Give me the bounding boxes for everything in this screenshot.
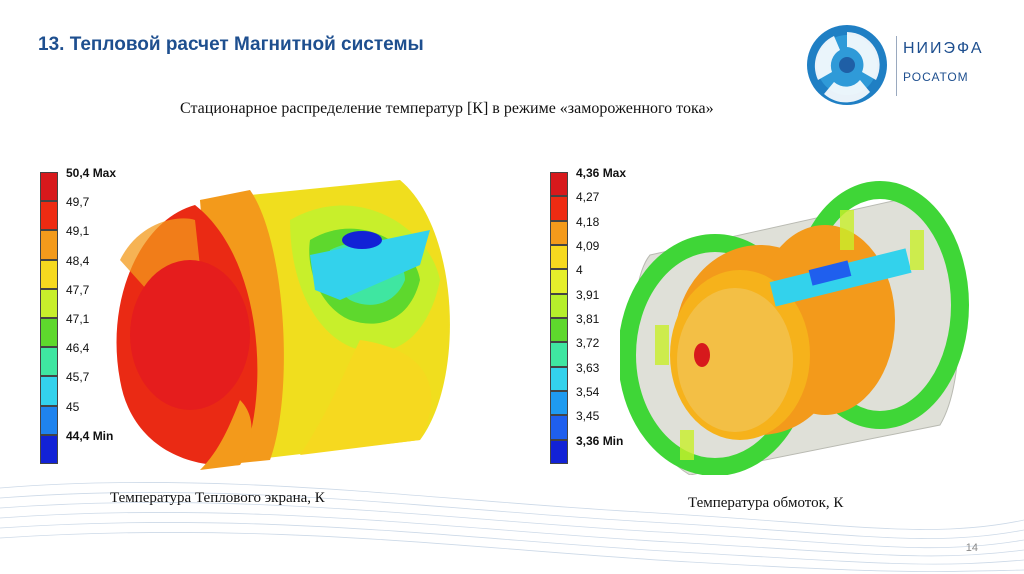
legend-label: 45 xyxy=(66,399,80,414)
legend-label: 3,63 xyxy=(576,360,600,375)
legend-label: 44,4 Min xyxy=(66,428,114,443)
legend-label: 4 xyxy=(576,263,583,278)
subtitle: Стационарное распределение температур [К… xyxy=(180,100,714,117)
legend-swatch xyxy=(40,230,58,260)
legend-label: 3,81 xyxy=(576,312,600,326)
legend-label: 3,45 xyxy=(576,409,600,424)
logo-divider xyxy=(896,36,897,96)
legend-heat-shield: 50,4 Max 49,7 49,1 48,4 47,7 47,1 46,4 45,7 45 44… xyxy=(40,166,160,472)
legend-swatch xyxy=(550,318,568,343)
legend-swatch xyxy=(550,415,568,440)
legend-swatch xyxy=(40,172,58,202)
caption-windings: Температура обмоток, К xyxy=(688,495,844,511)
legend-windings: 4,36 Max 4,27 4,18 4,09 4 3,91 3,81 3,72 3,63 3,5… xyxy=(550,166,670,472)
legend-swatch xyxy=(550,196,568,221)
legend-swatch xyxy=(40,405,58,435)
legend-swatch xyxy=(40,288,58,318)
legend-swatch xyxy=(550,342,568,367)
legend-swatch xyxy=(550,245,568,270)
windings-model-image xyxy=(620,181,969,475)
legend-swatch xyxy=(550,293,568,318)
legend-swatch xyxy=(550,439,568,464)
heat-shield-model-image xyxy=(116,180,450,470)
caption-heat-shield: Температура Теплового экрана, К xyxy=(110,490,325,506)
legend-swatch xyxy=(550,366,568,391)
legend-label: 47,1 xyxy=(66,312,90,326)
legend-label: 45,7 xyxy=(66,370,90,385)
legend-label: 49,7 xyxy=(66,195,90,210)
rosatom-logo-icon xyxy=(807,25,887,105)
logo-org-name: НИИЭФА xyxy=(903,40,984,57)
legend-label: 4,18 xyxy=(576,214,600,229)
legend-swatch xyxy=(40,259,58,289)
legend-label: 3,54 xyxy=(576,385,600,399)
legend-label: 50,4 Max xyxy=(66,166,117,180)
legend-label: 3,36 Min xyxy=(576,433,624,448)
legend-swatch xyxy=(40,434,58,464)
legend-label: 49,1 xyxy=(66,224,90,239)
legend-swatch xyxy=(40,376,58,406)
legend-label: 48,4 xyxy=(66,253,90,268)
legend-label: 4,36 Max xyxy=(576,166,627,180)
legend-swatch xyxy=(40,318,58,348)
legend-swatch xyxy=(40,347,58,377)
legend-label: 3,91 xyxy=(576,287,600,302)
logo-group-name: РОСАТОМ xyxy=(903,70,969,84)
legend-swatch xyxy=(550,172,568,197)
legend-label: 3,72 xyxy=(576,336,600,351)
page-number: 14 xyxy=(965,542,978,554)
legend-label: 4,09 xyxy=(576,239,600,253)
legend-label: 46,4 xyxy=(66,341,90,356)
legend-swatch xyxy=(550,220,568,245)
legend-label: 47,7 xyxy=(66,282,90,297)
legend-swatch xyxy=(40,201,58,231)
legend-swatch xyxy=(550,391,568,416)
legend-label: 4,27 xyxy=(576,190,600,205)
legend-swatch xyxy=(550,269,568,294)
slide-title: 13. Тепловой расчет Магнитной системы xyxy=(38,34,424,55)
